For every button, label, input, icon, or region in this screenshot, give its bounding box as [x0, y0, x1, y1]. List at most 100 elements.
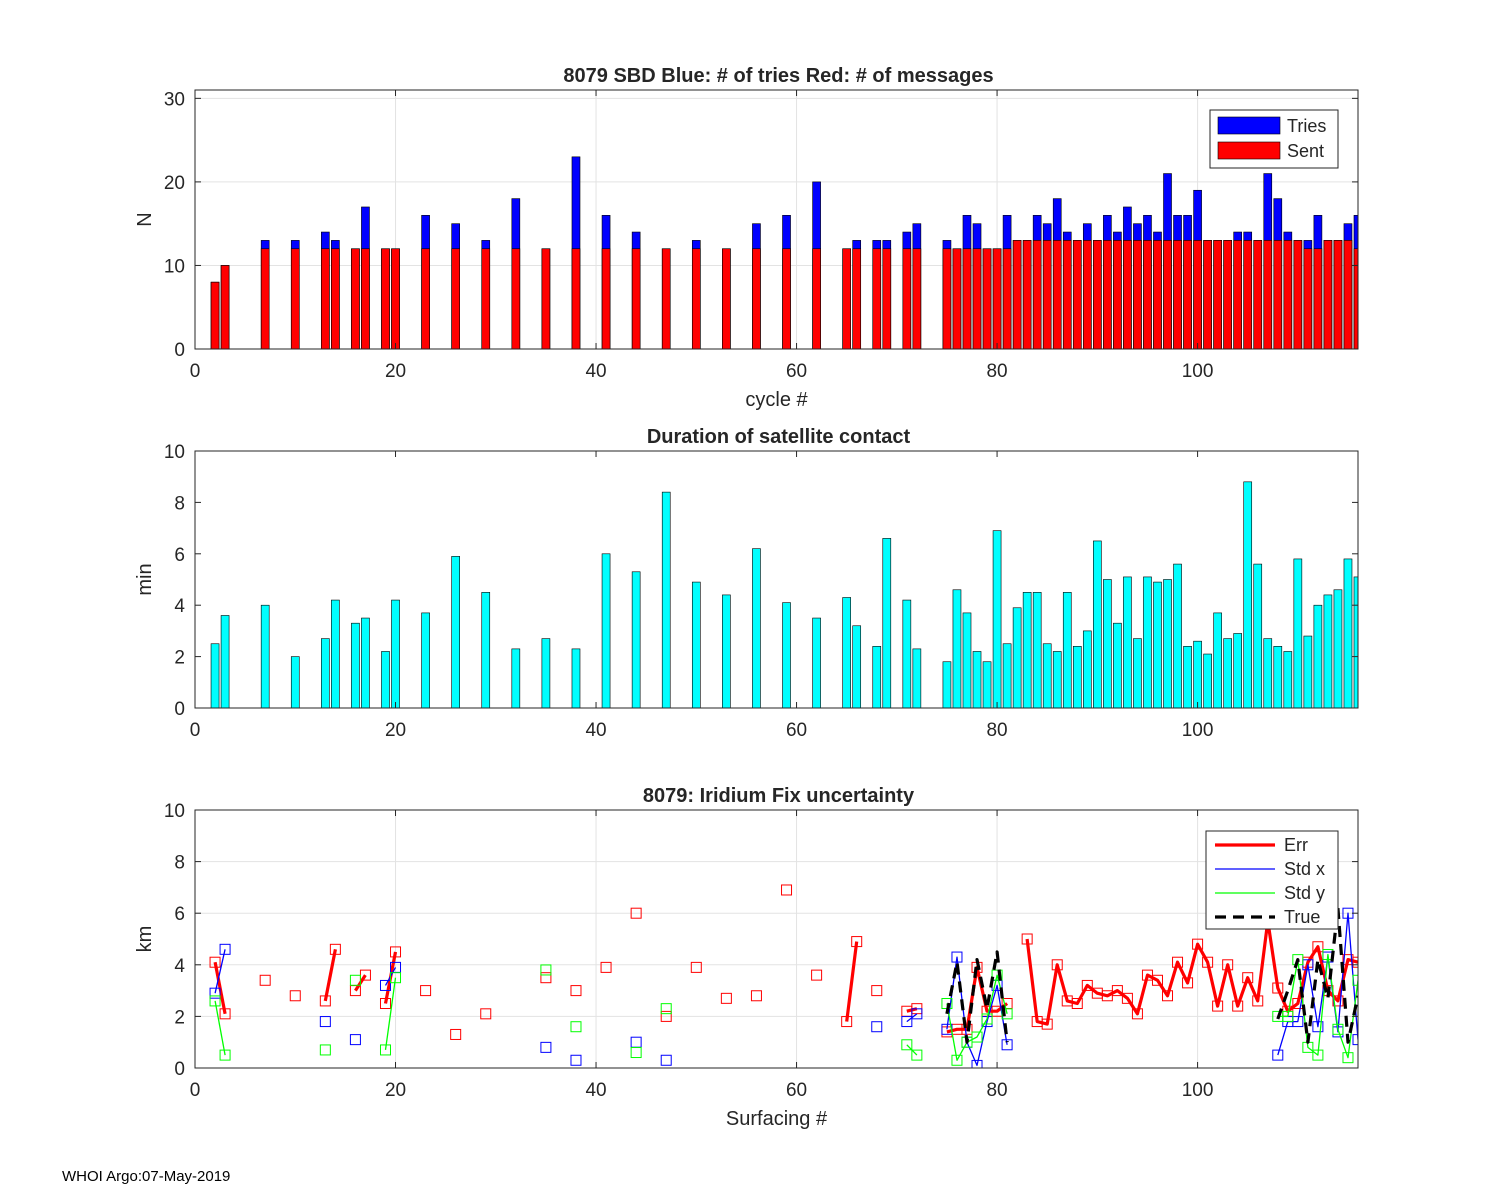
- err-marker: [851, 936, 863, 948]
- fix-xtick-label: 60: [786, 1080, 807, 1101]
- err-marker: [871, 985, 883, 997]
- duration-bar: [1183, 646, 1192, 708]
- fix-axes-box: [194, 809, 1359, 1069]
- duration-bar: [210, 643, 220, 708]
- true-legend-label: True: [1284, 907, 1320, 927]
- std-y-marker: [319, 1044, 331, 1056]
- duration-bar: [451, 556, 460, 708]
- duration-bar: [1253, 563, 1263, 708]
- duration-bar: [290, 656, 300, 708]
- sent-bar: [1243, 240, 1253, 349]
- std-y-marker: [1282, 1010, 1294, 1022]
- err-marker: [720, 992, 732, 1004]
- std-x-marker: [379, 979, 391, 991]
- duration-bar: [1062, 592, 1072, 708]
- std-y-marker: [991, 969, 1003, 981]
- err-marker: [259, 974, 271, 986]
- err-marker: [1081, 979, 1093, 991]
- duration-ytick-label: 10: [164, 442, 185, 463]
- duration-bar: [1333, 589, 1343, 708]
- tries-legend-swatch: [1217, 116, 1281, 135]
- err-marker: [1162, 990, 1174, 1002]
- sent-bar: [1333, 240, 1343, 349]
- std-x-marker: [1352, 1034, 1358, 1046]
- duration-bar: [992, 530, 1002, 708]
- std-y-marker: [540, 964, 552, 976]
- std-x-marker: [951, 951, 963, 963]
- std-y-marker: [1332, 1023, 1344, 1035]
- duration-bar: [1082, 630, 1092, 708]
- duration-bar: [722, 594, 731, 708]
- sent-bar: [1133, 240, 1142, 349]
- duration-bar: [1022, 592, 1032, 708]
- sent-bar: [571, 248, 581, 349]
- err-marker: [660, 1010, 672, 1022]
- duration-bar: [1032, 592, 1042, 708]
- std-y-marker: [1342, 1052, 1354, 1064]
- sent-bar: [451, 248, 460, 349]
- err-marker: [600, 961, 612, 973]
- err-marker: [1051, 959, 1063, 971]
- err-marker: [690, 961, 702, 973]
- err-marker: [209, 956, 221, 968]
- sent-bar: [1283, 240, 1293, 349]
- sent-bar: [1183, 240, 1192, 349]
- sent-bar: [331, 248, 340, 349]
- duration-bar: [912, 648, 922, 708]
- sent-bar: [1032, 240, 1042, 349]
- err-marker: [1131, 1008, 1143, 1020]
- std-y-line: [384, 977, 397, 1050]
- duration-ytick-label: 4: [174, 596, 185, 617]
- fix-title: 8079: Iridium Fix uncertainty: [643, 785, 915, 807]
- err-marker: [1252, 995, 1264, 1007]
- fix-xtick-label: 20: [385, 1080, 406, 1101]
- sent-bar: [351, 248, 360, 349]
- std-y-marker: [379, 1044, 391, 1056]
- duration-bar: [1173, 563, 1182, 708]
- sent-bar: [1223, 240, 1232, 349]
- duration-bar: [882, 538, 892, 708]
- std-x-marker: [570, 1054, 582, 1066]
- sent-bar: [752, 248, 761, 349]
- err-marker: [841, 1016, 853, 1028]
- sent-bar: [722, 248, 731, 349]
- duration-bar: [1303, 635, 1313, 708]
- sent-legend-swatch: [1217, 141, 1281, 160]
- duration-bar: [331, 599, 340, 708]
- duration-bar: [321, 638, 330, 708]
- err-marker: [420, 985, 432, 997]
- sent-bar: [842, 248, 851, 349]
- fix-legend-box: [1205, 830, 1339, 930]
- duration-bar: [972, 651, 982, 708]
- duration-bar: [1052, 651, 1062, 708]
- duration-bar: [952, 589, 962, 708]
- duration-bar: [1163, 579, 1172, 708]
- sent-bar: [391, 248, 400, 349]
- duration-bar: [511, 648, 521, 708]
- err-marker: [1202, 956, 1214, 968]
- sent-bar: [601, 248, 611, 349]
- duration-bar: [1193, 640, 1202, 708]
- err-marker: [1332, 995, 1344, 1007]
- sent-bar: [290, 248, 300, 349]
- std-y-marker: [630, 1047, 642, 1059]
- duration-bar: [1313, 604, 1323, 708]
- sent-bar: [421, 248, 430, 349]
- duration-bar: [842, 597, 851, 708]
- err-marker: [1182, 977, 1194, 989]
- std-x-legend-label: Std x: [1284, 859, 1325, 879]
- duration-bar: [361, 617, 370, 708]
- err-marker: [219, 1008, 231, 1020]
- sent-bar: [1253, 240, 1263, 349]
- err-marker: [1352, 956, 1358, 968]
- duration-bar: [381, 651, 390, 708]
- sent-bar: [942, 248, 952, 349]
- duration-bar: [260, 604, 270, 708]
- sent-bar: [1233, 240, 1243, 349]
- duration-bar: [1133, 638, 1142, 708]
- err-marker: [1071, 998, 1083, 1009]
- err-marker: [630, 907, 642, 919]
- sent-bar: [1193, 240, 1202, 349]
- sent-bar: [1203, 240, 1212, 349]
